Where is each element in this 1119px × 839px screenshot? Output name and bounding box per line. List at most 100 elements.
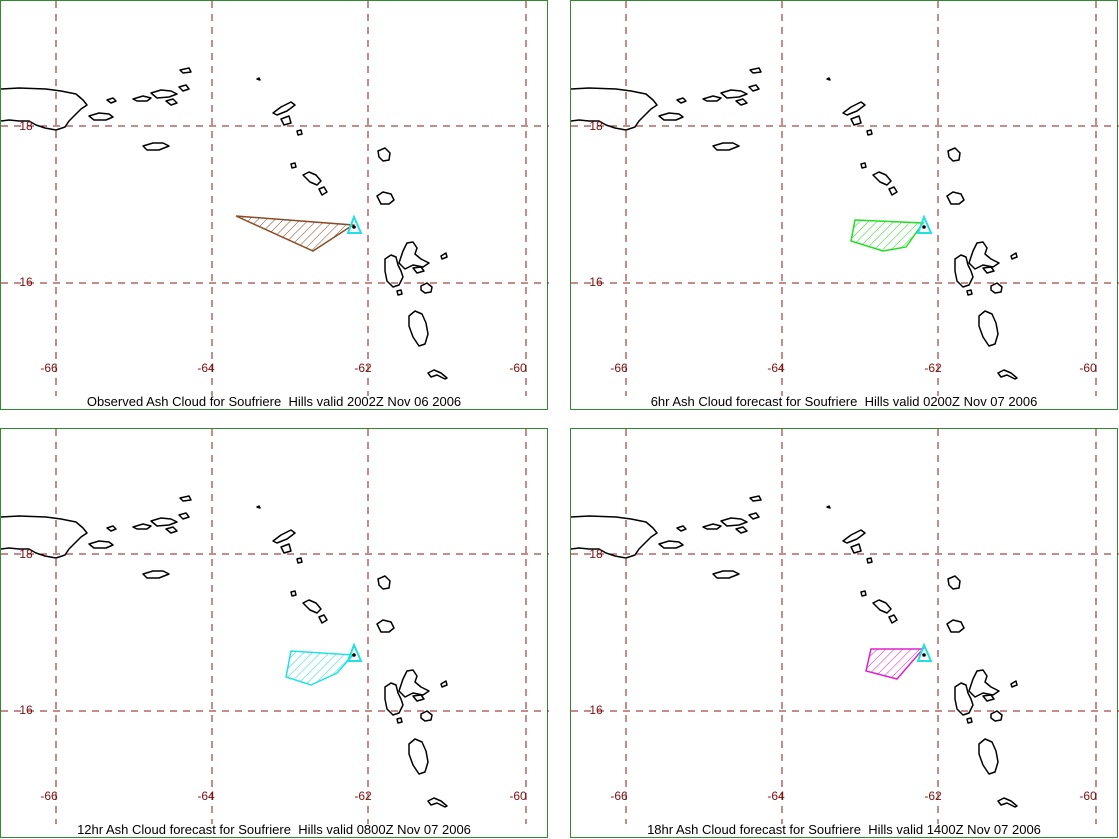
island-outline (132, 95, 152, 102)
island-outline (712, 142, 740, 151)
island-outline (978, 738, 999, 775)
island-outline (88, 112, 114, 121)
island-outline (396, 717, 403, 724)
ash-cloud-polygon (235, 215, 356, 252)
island-outline (658, 112, 684, 121)
island-outline (712, 570, 740, 579)
island-outline (997, 369, 1018, 380)
island-outline (842, 101, 866, 116)
island-outline (420, 710, 433, 722)
island-outline (178, 512, 190, 520)
panel-caption: 12hr Ash Cloud forecast for Soufriere Hi… (77, 822, 471, 837)
island-outline (290, 590, 297, 597)
island-outline (256, 77, 261, 81)
island-outline (412, 266, 425, 274)
volcano-dot (922, 653, 926, 657)
island-outline (702, 95, 722, 102)
map-canvas: -66 -64 -62 -60 18 16 (1, 1, 549, 396)
island-outline (968, 669, 1000, 698)
island-outline (106, 97, 117, 104)
lon-label: -64 (197, 789, 215, 803)
island-outline (150, 517, 178, 527)
lon-label: -62 (924, 789, 942, 803)
island-outline (968, 241, 1000, 270)
island-outline (826, 77, 831, 81)
island-outline (440, 680, 448, 688)
volcano-icon (916, 642, 933, 662)
island-outline (966, 289, 973, 296)
island-outline (396, 289, 403, 296)
map-panel-6hr: -66 -64 -62 -60 18 16 6hr Ash Cloud forecast … (570, 0, 1119, 410)
island-outline (318, 186, 328, 196)
island-outline (376, 619, 395, 633)
island-outline (1, 87, 88, 131)
island-outline (571, 515, 658, 559)
island-outline (256, 505, 261, 509)
island-outline (377, 575, 391, 590)
island-outline (954, 254, 974, 288)
island-outline (398, 669, 430, 698)
lon-label: -60 (1079, 789, 1097, 803)
island-outline (384, 254, 404, 288)
panel-caption: Observed Ash Cloud for Soufriere Hills v… (86, 394, 462, 409)
island-outline (1010, 680, 1018, 688)
island-outline (749, 495, 762, 502)
island-outline (720, 89, 748, 99)
island-outline (408, 738, 429, 775)
island-outline (377, 147, 391, 162)
lat-label: 18 (589, 547, 603, 561)
island-outline (866, 557, 873, 564)
island-outline (412, 694, 425, 702)
island-outline (440, 252, 448, 260)
lon-label: -66 (40, 789, 58, 803)
island-outline (384, 682, 404, 716)
island-outline (842, 529, 866, 544)
lat-label: 18 (589, 119, 603, 133)
island-outline (947, 575, 961, 590)
map-canvas: -66 -64 -62 -60 18 16 (1, 429, 549, 824)
map-panel-12hr: -66 -64 -62 -60 18 16 12hr Ash Cloud forecast… (0, 428, 549, 838)
island-outline (826, 505, 831, 509)
island-outline (720, 517, 748, 527)
island-outline (178, 84, 190, 92)
volcano-dot (352, 225, 356, 229)
island-outline (947, 147, 961, 162)
map-canvas: -66 -64 -62 -60 18 16 (571, 1, 1119, 396)
island-outline (982, 266, 995, 274)
island-outline (376, 191, 395, 205)
island-outline (860, 162, 867, 169)
map-panel-observed: -66 -64 -62 -60 18 16 Observed Ash Cloud for … (0, 0, 549, 410)
lat-label: 16 (19, 275, 33, 289)
lon-label: -66 (610, 789, 628, 803)
island-outline (990, 282, 1003, 294)
lon-label: -64 (767, 789, 785, 803)
island-outline (302, 599, 322, 614)
island-outline (872, 171, 892, 186)
lon-label: -60 (509, 361, 527, 375)
ash-cloud-polygon (850, 219, 925, 252)
island-outline (296, 557, 303, 564)
island-outline (946, 191, 965, 205)
island-outline (676, 97, 687, 104)
island-outline (1010, 252, 1018, 260)
map-panel-18hr: -66 -64 -62 -60 18 16 18hr Ash Cloud forecast… (570, 428, 1119, 838)
island-outline (142, 142, 170, 151)
island-outline (106, 525, 117, 532)
island-outline (735, 526, 748, 534)
island-outline (735, 98, 748, 106)
island-outline (420, 282, 433, 294)
island-outline (272, 529, 296, 544)
island-outline (302, 171, 322, 186)
island-outline (702, 523, 722, 530)
island-outline (165, 98, 178, 106)
island-outline (280, 115, 292, 126)
island-outline (888, 186, 898, 196)
lon-label: -66 (40, 361, 58, 375)
volcano-dot (352, 653, 356, 657)
island-outline (658, 540, 684, 549)
lon-label: -64 (197, 361, 215, 375)
island-outline (1, 515, 88, 559)
island-outline (676, 525, 687, 532)
island-outline (866, 129, 873, 136)
island-outline (860, 590, 867, 597)
